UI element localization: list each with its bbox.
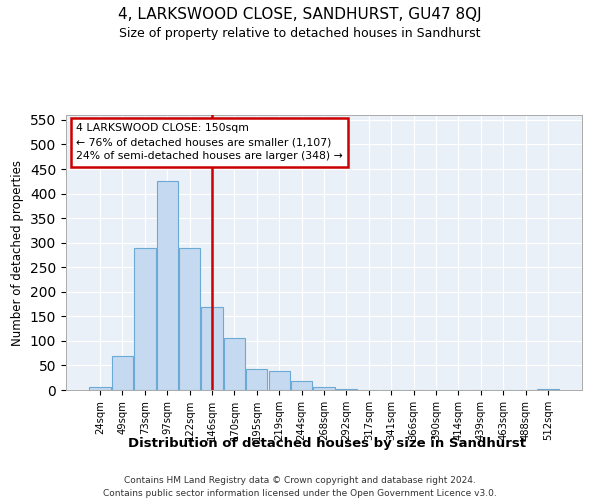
Bar [202, 306, 223, 390]
Text: 4, LARKSWOOD CLOSE, SANDHURST, GU47 8QJ: 4, LARKSWOOD CLOSE, SANDHURST, GU47 8QJ [118, 8, 482, 22]
Y-axis label: Number of detached properties: Number of detached properties [11, 160, 25, 346]
Bar [112, 356, 133, 390]
Bar [157, 182, 178, 390]
Bar [291, 381, 312, 390]
Bar [269, 372, 290, 390]
Text: Distribution of detached houses by size in Sandhurst: Distribution of detached houses by size … [128, 438, 526, 450]
Text: Contains HM Land Registry data © Crown copyright and database right 2024.: Contains HM Land Registry data © Crown c… [124, 476, 476, 485]
Bar [179, 248, 200, 390]
Bar [537, 388, 559, 390]
Bar [313, 386, 335, 390]
Bar [134, 248, 155, 390]
Bar [224, 338, 245, 390]
Bar [336, 389, 357, 390]
Text: Contains public sector information licensed under the Open Government Licence v3: Contains public sector information licen… [103, 489, 497, 498]
Bar [89, 386, 111, 390]
Text: Size of property relative to detached houses in Sandhurst: Size of property relative to detached ho… [119, 28, 481, 40]
Text: 4 LARKSWOOD CLOSE: 150sqm
← 76% of detached houses are smaller (1,107)
24% of se: 4 LARKSWOOD CLOSE: 150sqm ← 76% of detac… [76, 123, 343, 161]
Bar [246, 369, 268, 390]
